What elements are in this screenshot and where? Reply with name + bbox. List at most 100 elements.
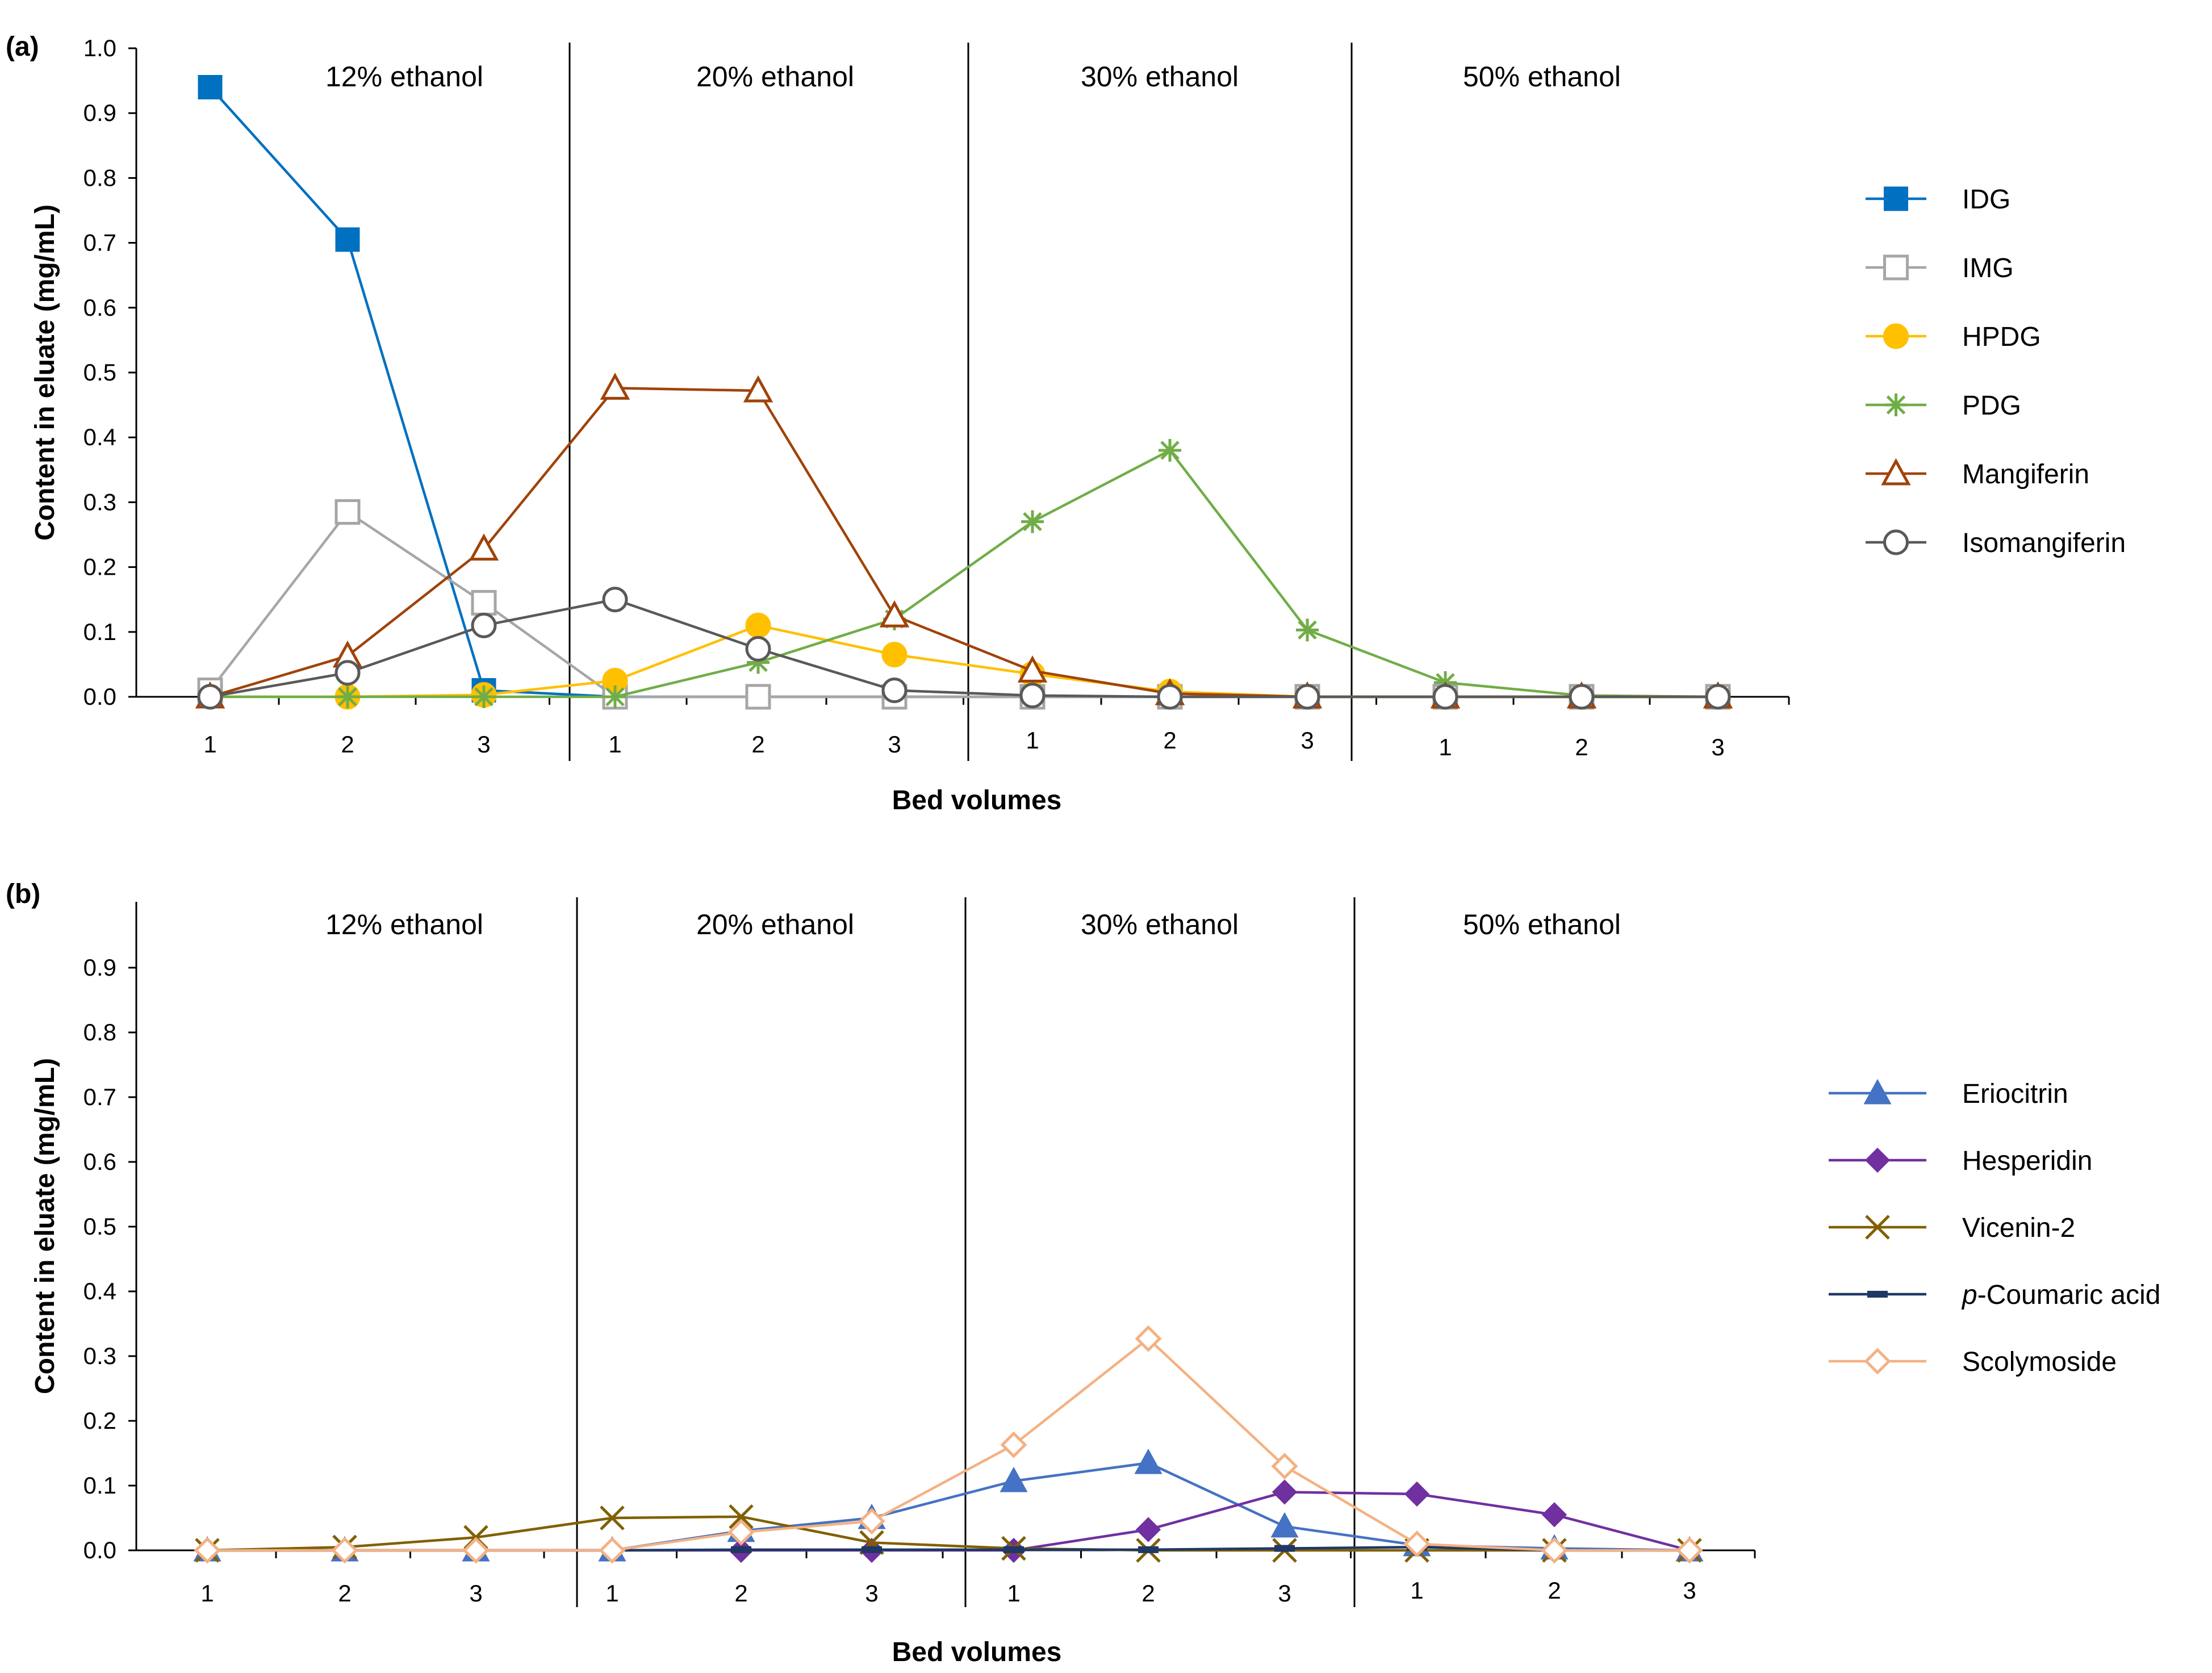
data-point	[335, 227, 360, 252]
section-label: 50% ethanol	[1463, 909, 1621, 940]
series-hpdg	[197, 612, 1731, 710]
series-pdg	[199, 439, 1729, 708]
legend-marker	[1884, 186, 1908, 211]
legend-marker	[1883, 254, 1909, 281]
section-label: 30% ethanol	[1081, 909, 1239, 940]
data-point	[602, 587, 628, 613]
y-tick-label: 0.6	[83, 1148, 116, 1175]
legend-label: Mangiferin	[1962, 459, 2089, 490]
data-point	[604, 685, 626, 708]
legend-label: Isomangiferin	[1962, 528, 2126, 558]
data-point	[745, 684, 771, 710]
data-point	[1003, 1546, 1024, 1553]
data-point	[1134, 1448, 1163, 1474]
section-label: 30% ethanol	[1081, 61, 1239, 93]
data-point	[1676, 1537, 1703, 1564]
data-point	[1296, 618, 1319, 642]
y-tick-label: 0.8	[83, 1019, 116, 1045]
data-point	[1403, 1530, 1431, 1558]
data-point	[194, 1537, 221, 1564]
data-point	[1274, 1545, 1295, 1552]
series-img	[197, 499, 1731, 710]
data-point	[858, 1508, 885, 1535]
x-axis-title: Bed volumes	[892, 1637, 1062, 1667]
legend-label: HPDG	[1962, 322, 2041, 352]
data-point	[881, 677, 908, 704]
data-point	[599, 1537, 626, 1564]
data-point	[336, 685, 359, 708]
y-tick-label: 0.4	[83, 424, 116, 450]
x-axis-title: Bed volumes	[892, 785, 1062, 815]
section-label: 12% ethanol	[325, 909, 483, 940]
series-line	[210, 387, 1718, 699]
section-label: 20% ethanol	[696, 909, 854, 940]
x-tick-label: 3	[469, 1580, 482, 1607]
y-axis-title: Content in eluate (mg/mL)	[30, 204, 60, 541]
x-tick-label: 3	[477, 731, 490, 758]
series-line	[207, 1515, 1690, 1552]
data-point	[334, 660, 361, 686]
legend-label: PDG	[1962, 391, 2021, 421]
data-point	[1271, 1453, 1298, 1480]
legend-entry: p-Coumaric acid	[1829, 1280, 2160, 1310]
y-tick-label: 0.9	[83, 99, 116, 126]
x-tick-label: 3	[888, 731, 901, 758]
data-point	[881, 642, 908, 668]
legend-entry: Vicenin-2	[1829, 1213, 2075, 1243]
data-point	[1021, 510, 1044, 533]
y-tick-label: 0.4	[83, 1278, 116, 1304]
legend-entry: Eriocitrin	[1829, 1078, 2068, 1109]
data-point	[1404, 1481, 1430, 1507]
x-tick-label: 1	[608, 731, 621, 758]
series-line	[207, 1337, 1690, 1552]
data-point	[743, 375, 773, 403]
legend-marker	[1863, 1078, 1892, 1105]
data-point	[1157, 684, 1183, 710]
y-tick-label: 0.9	[83, 954, 116, 981]
data-point	[600, 373, 630, 400]
legend-marker	[1883, 323, 1909, 349]
legend-label: IDG	[1962, 185, 2010, 215]
data-point	[331, 1537, 358, 1564]
data-point	[1135, 1517, 1161, 1542]
x-tick-label: 2	[1141, 1580, 1155, 1607]
y-tick-label: 0.8	[83, 164, 116, 191]
legend-entry: Mangiferin	[1866, 458, 2089, 490]
legend-entry: Scolymoside	[1829, 1347, 2117, 1377]
series-line	[209, 86, 1718, 699]
x-tick-label: 2	[1163, 727, 1176, 754]
x-tick-label: 2	[338, 1580, 351, 1607]
y-tick-label: 0.1	[83, 1472, 116, 1499]
data-point	[198, 75, 223, 100]
x-tick-label: 3	[865, 1580, 878, 1607]
legend-label: Hesperidin	[1962, 1146, 2092, 1176]
x-tick-label: 3	[1278, 1580, 1291, 1607]
y-tick-label: 0.6	[83, 294, 116, 321]
x-tick-label: 1	[203, 731, 216, 758]
data-point	[1541, 1502, 1567, 1528]
legend-label: Vicenin-2	[1962, 1213, 2075, 1243]
legend-marker	[1881, 458, 1911, 486]
x-tick-label: 1	[1439, 734, 1452, 760]
x-tick-label: 1	[1410, 1577, 1423, 1604]
x-tick-label: 1	[1007, 1580, 1020, 1607]
data-point	[729, 1504, 754, 1529]
legend-marker	[1864, 1348, 1891, 1375]
series-line	[210, 598, 1718, 699]
data-point	[1000, 1431, 1027, 1458]
x-tick-label: 3	[1301, 727, 1314, 754]
section-label: 20% ethanol	[696, 61, 854, 93]
data-point	[745, 612, 771, 638]
data-point	[462, 1537, 490, 1564]
legend-label: Scolymoside	[1962, 1347, 2117, 1377]
legend-entry: IMG	[1866, 253, 2014, 283]
x-tick-label: 2	[751, 731, 764, 758]
data-point	[1017, 655, 1048, 683]
series-line	[210, 449, 1718, 699]
data-point	[1569, 684, 1595, 710]
data-point	[745, 635, 771, 662]
legend-marker	[1867, 1291, 1888, 1298]
data-point	[879, 600, 910, 628]
legend-label: Eriocitrin	[1962, 1079, 2068, 1109]
